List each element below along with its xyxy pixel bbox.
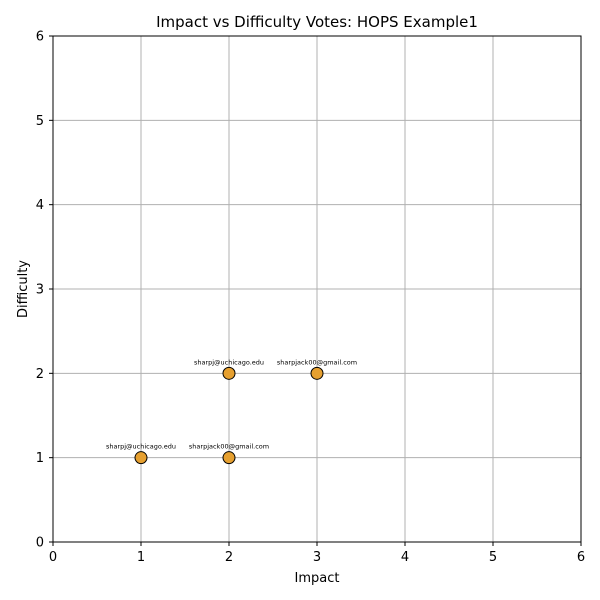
- x-tick-label: 3: [313, 550, 321, 565]
- y-tick-label: 1: [36, 451, 44, 466]
- y-tick-label: 4: [36, 198, 44, 213]
- data-point: [222, 366, 236, 380]
- data-point: [310, 366, 324, 380]
- x-tick-label: 2: [225, 550, 233, 565]
- y-axis-label: Difficulty: [16, 260, 31, 318]
- x-tick-label: 6: [577, 550, 585, 565]
- x-tick-label: 0: [49, 550, 57, 565]
- data-point: [134, 451, 148, 465]
- axis-ticks: 0 1 2 3 4 5 6 0 1 2 3 4 5 6: [36, 30, 585, 566]
- x-tick-label: 5: [489, 550, 497, 565]
- x-tick-label: 4: [401, 550, 409, 565]
- point-label: sharpjack00@gmail.com: [277, 358, 357, 366]
- y-tick-label: 2: [36, 367, 44, 382]
- x-tick-label: 1: [137, 550, 145, 565]
- point-label: sharpjack00@gmail.com: [189, 443, 269, 451]
- point-label: sharpj@uchicago.edu: [194, 358, 264, 366]
- grid-lines: [52, 35, 582, 543]
- data-point: [222, 451, 236, 465]
- data-points: sharpj@uchicago.edu sharpjack00@gmail.com…: [106, 358, 357, 465]
- chart-title: Impact vs Difficulty Votes: HOPS Example…: [156, 13, 478, 31]
- y-tick-label: 0: [36, 536, 44, 551]
- x-axis-label: Impact: [295, 571, 340, 586]
- y-tick-label: 5: [36, 114, 44, 129]
- y-tick-label: 6: [36, 30, 44, 45]
- y-tick-label: 3: [36, 283, 44, 298]
- point-label: sharpj@uchicago.edu: [106, 443, 176, 451]
